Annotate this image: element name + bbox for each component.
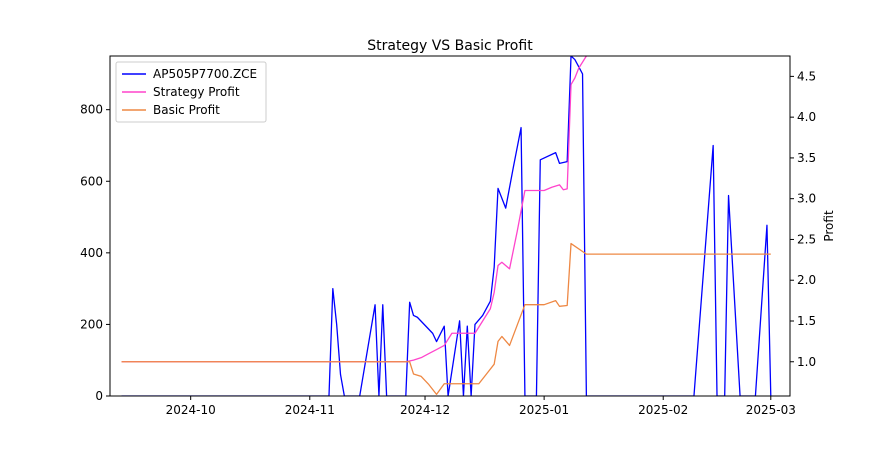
x-tick-label: 2024-10 — [166, 403, 216, 417]
legend-entry-0: AP505P7700.ZCE — [153, 67, 257, 81]
x-tick-label: 2025-02 — [638, 403, 688, 417]
legend-entry-1: Strategy Profit — [153, 85, 240, 99]
x-tick-label: 2025-03 — [746, 403, 796, 417]
y-left-tick-label: 400 — [80, 246, 103, 260]
plot-frame — [109, 55, 791, 397]
y-right-tick-label: 2.5 — [797, 232, 816, 246]
y-left-tick-label: 200 — [80, 317, 103, 331]
y-right-tick-label: 3.5 — [797, 151, 816, 165]
legend-entry-2: Basic Profit — [153, 103, 220, 117]
y-right-tick-label: 3.0 — [797, 192, 816, 206]
y-right-tick-label: 4.5 — [797, 69, 816, 83]
x-tick-label: 2024-12 — [400, 403, 450, 417]
y-axis-right-label: Profit — [822, 210, 836, 242]
series-layer — [121, 56, 772, 396]
y-axis-left: 0 200 400 600 800 — [80, 103, 110, 403]
series-line-2 — [121, 242, 771, 396]
y-right-tick-label: 1.5 — [797, 314, 816, 328]
y-left-tick-label: 0 — [95, 389, 103, 403]
chart-title: Strategy VS Basic Profit — [367, 38, 533, 54]
legend-box — [115, 61, 267, 123]
y-right-tick-label: 1.0 — [797, 355, 816, 369]
legend: AP505P7700.ZCE Strategy Profit Basic Pro… — [115, 61, 267, 123]
x-tick-label: 2025-01 — [519, 403, 569, 417]
series-line-0 — [121, 56, 772, 396]
y-right-tick-label: 2.0 — [797, 273, 816, 287]
series-line-1 — [121, 56, 587, 363]
y-axis-right: 1.0 1.5 2.0 2.5 3.0 3.5 4.0 4.5 — [790, 69, 816, 369]
x-tick-label: 2024-11 — [285, 403, 335, 417]
x-axis: 2024-10 2024-11 2024-12 2025-01 2025-02 2025-… — [166, 396, 796, 417]
y-left-tick-label: 600 — [80, 174, 103, 188]
y-left-tick-label: 800 — [80, 103, 103, 117]
y-right-tick-label: 4.0 — [797, 110, 816, 124]
